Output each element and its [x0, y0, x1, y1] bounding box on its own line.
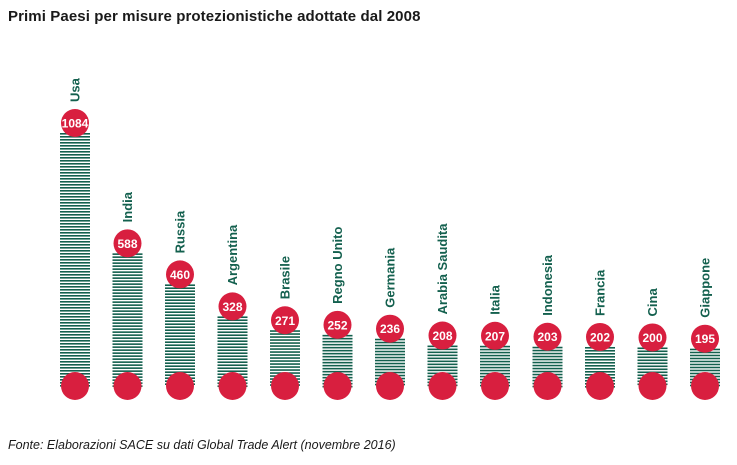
value-label: 588 [117, 237, 137, 251]
category-label: Francia [593, 269, 608, 316]
category-label: Argentina [225, 224, 240, 285]
value-label: 252 [327, 318, 347, 332]
value-dot [61, 109, 89, 137]
base-dot [376, 372, 404, 400]
value-label: 271 [275, 314, 295, 328]
bar-group-10: 202 Francia [585, 269, 615, 400]
category-label: Germania [383, 247, 398, 308]
value-dot [218, 292, 247, 321]
bar [112, 253, 143, 387]
bar-group-12: 195 Giappone [690, 258, 720, 400]
base-dot [638, 372, 667, 400]
value-label: 195 [695, 332, 715, 346]
category-label: Usa [68, 77, 83, 102]
bar-group-9: 203 Indonesia [532, 254, 563, 400]
value-dot [323, 310, 352, 339]
bar-group-6: 236 Germania [375, 247, 405, 400]
category-label: Italia [488, 284, 503, 314]
bar-group-11: 200 Cina [637, 288, 668, 400]
chart-title: Primi Paesi per misure protezionistiche … [8, 8, 421, 25]
category-label: Cina [645, 288, 660, 317]
value-dot [586, 322, 614, 351]
base-dot [61, 372, 89, 400]
category-label: India [120, 191, 135, 222]
base-dot [271, 372, 299, 400]
value-dot [533, 322, 562, 351]
category-label: Brasile [278, 256, 293, 299]
bar-chart: 1084 Usa 588 India 460 Russia 328 Argentina 271 B… [60, 77, 720, 400]
value-dot [271, 306, 299, 335]
value-dot [638, 323, 667, 352]
value-label: 208 [432, 329, 452, 343]
value-label: 236 [380, 322, 400, 336]
bar-group-1: 588 India [112, 191, 143, 400]
base-dot [428, 372, 457, 400]
category-label: Giappone [698, 258, 713, 318]
base-dot [323, 372, 352, 400]
value-label: 460 [170, 268, 190, 282]
base-dot [166, 372, 194, 400]
bar-group-0: 1084 Usa [60, 77, 90, 400]
category-label: Indonesia [540, 254, 555, 315]
value-dot [166, 260, 194, 289]
category-label: Regno Unito [330, 227, 345, 304]
value-dot [691, 324, 719, 353]
value-dot [376, 314, 404, 343]
value-dot [428, 321, 457, 350]
bar-group-3: 328 Argentina [217, 224, 248, 400]
value-label: 203 [537, 330, 557, 344]
value-label: 202 [590, 330, 610, 344]
base-dot [218, 372, 247, 400]
base-dot [691, 372, 719, 400]
bar-group-4: 271 Brasile [270, 256, 300, 400]
value-label: 200 [642, 331, 662, 345]
base-dot [113, 372, 142, 400]
bar [165, 284, 195, 385]
base-dot [586, 372, 614, 400]
value-dot [481, 321, 509, 350]
value-dot [113, 229, 142, 258]
category-label: Russia [173, 210, 188, 253]
bar-group-8: 207 Italia [480, 284, 510, 400]
bar [60, 133, 90, 387]
bar-group-2: 460 Russia [165, 210, 195, 400]
value-label: 1084 [62, 117, 89, 131]
base-dot [533, 372, 562, 400]
value-label: 207 [485, 329, 505, 343]
base-dot [481, 372, 509, 400]
value-label: 328 [222, 300, 242, 314]
bar-group-5: 252 Regno Unito [322, 227, 353, 400]
category-label: Arabia Saudita [435, 223, 450, 315]
bar-group-7: 208 Arabia Saudita [427, 223, 458, 400]
source-note: Fonte: Elaborazioni SACE su dati Global … [8, 438, 396, 452]
